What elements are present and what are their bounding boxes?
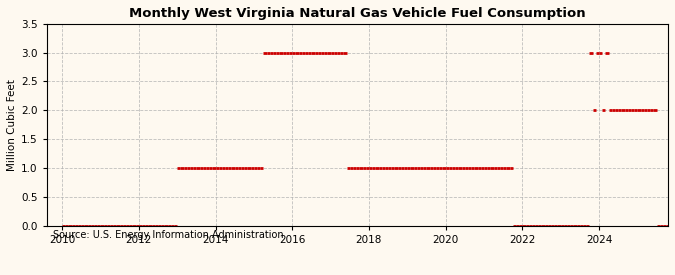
Title: Monthly West Virginia Natural Gas Vehicle Fuel Consumption: Monthly West Virginia Natural Gas Vehicl…	[129, 7, 586, 20]
Text: Source: U.S. Energy Information Administration: Source: U.S. Energy Information Administ…	[53, 230, 284, 240]
Y-axis label: Million Cubic Feet: Million Cubic Feet	[7, 79, 17, 170]
